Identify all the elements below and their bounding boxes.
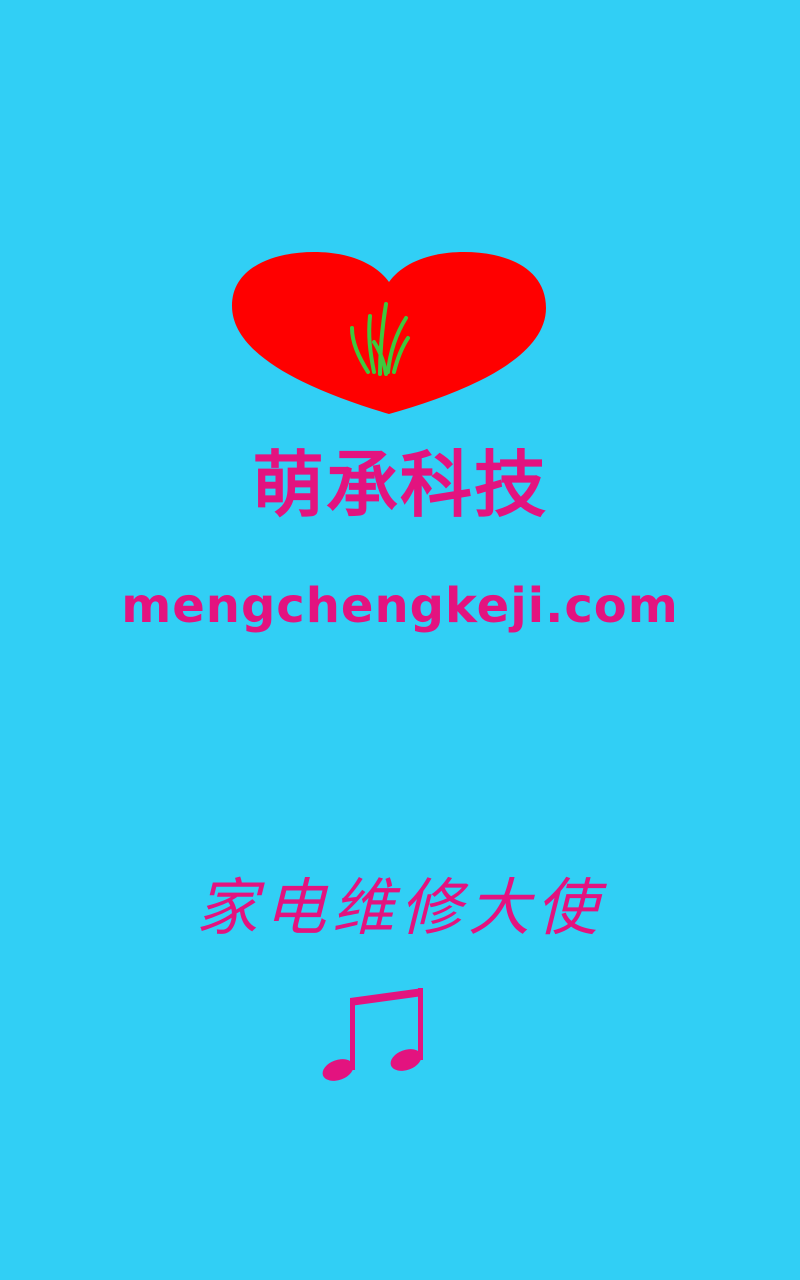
slogan: 家电维修大使 xyxy=(195,871,604,944)
music-note-shape xyxy=(322,988,423,1081)
grass-icon xyxy=(350,302,410,376)
website-url: mengchengkeji.com xyxy=(121,578,679,634)
music-note-icon[interactable] xyxy=(318,982,434,1090)
company-name: 萌承科技 xyxy=(251,443,548,527)
heart-logo-icon xyxy=(232,252,546,414)
heart-shape xyxy=(232,252,546,414)
